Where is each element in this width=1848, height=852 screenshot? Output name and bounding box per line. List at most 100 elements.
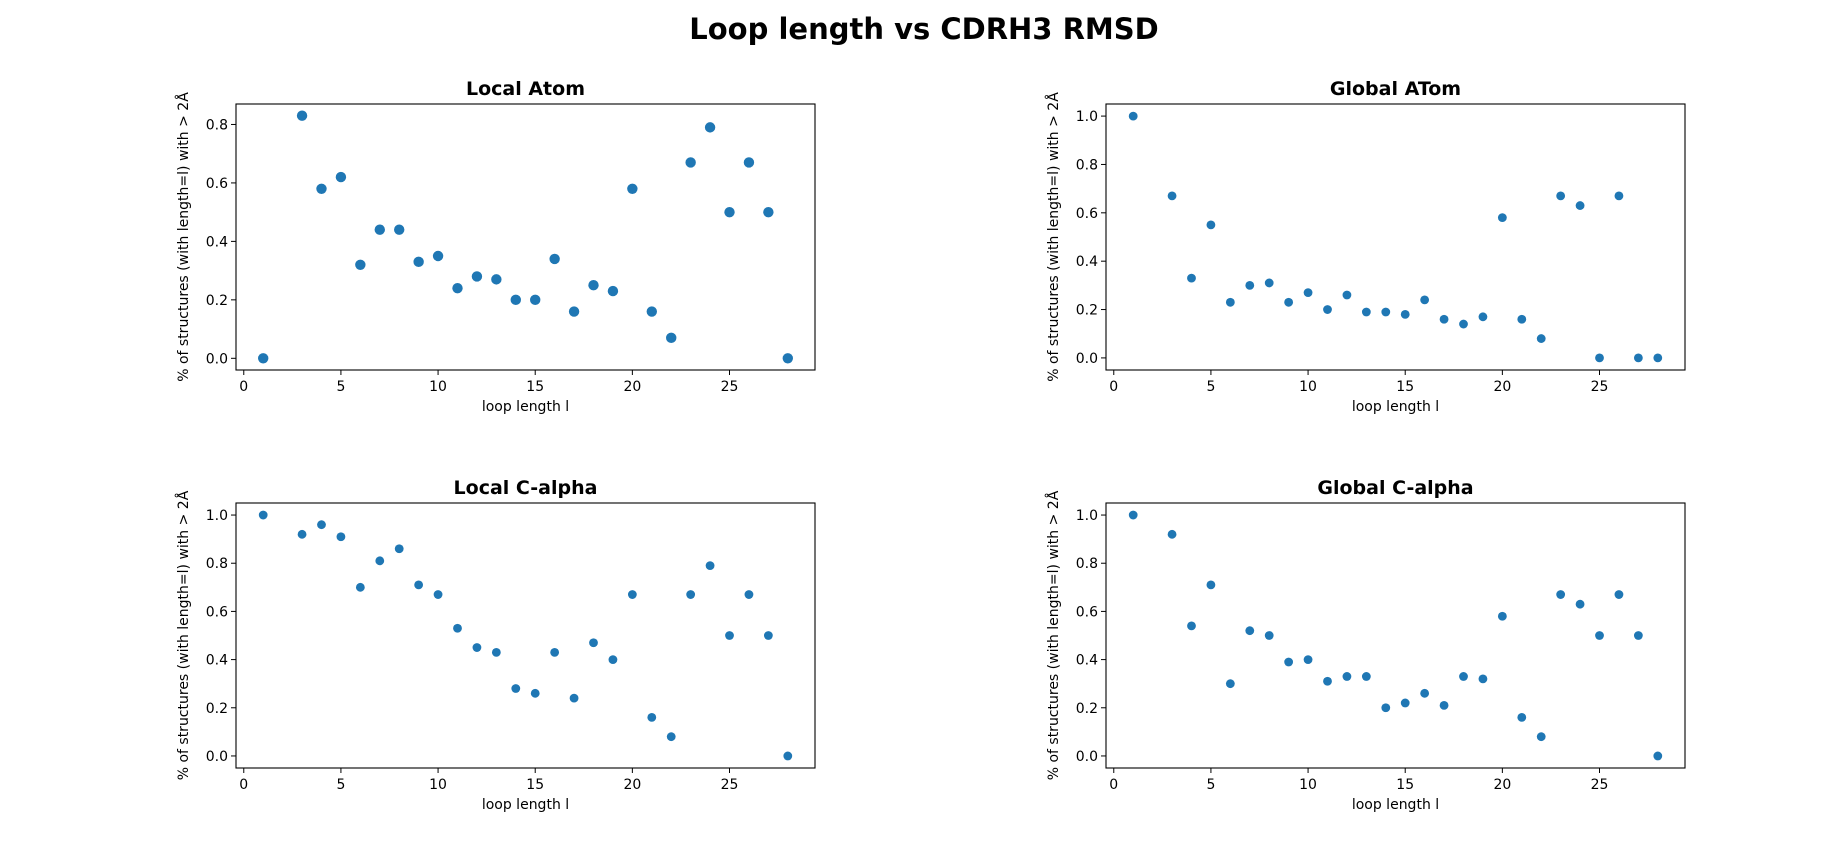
x-tick-label: 10	[429, 379, 447, 395]
subplot-local-c-alpha: Local C-alpha 0 5 10 15 20 25 0.0 0.2 0.4 0.6 0.8 1.…	[175, 477, 816, 813]
data-point	[569, 693, 579, 703]
data-point	[666, 332, 677, 344]
data-point	[433, 590, 443, 599]
data-point	[608, 655, 618, 664]
data-point	[1400, 309, 1410, 319]
data-point	[1361, 307, 1371, 317]
data-point	[414, 580, 424, 590]
x-tick-label: 0	[239, 379, 248, 395]
y-tick-label: 0.4	[206, 653, 228, 669]
y-tick-label: 0.4	[1076, 653, 1098, 669]
plot-frame	[235, 103, 816, 371]
data-point	[1284, 657, 1294, 667]
y-tick-label: 0.8	[206, 117, 228, 133]
x-tick-label: 10	[1299, 379, 1317, 395]
data-point	[724, 206, 735, 218]
data-point	[1323, 305, 1332, 314]
y-tick-label: 0.8	[1076, 157, 1098, 173]
data-point	[1478, 674, 1488, 684]
y-tick-label: 0.0	[1076, 749, 1098, 765]
x-tick-label: 25	[721, 379, 739, 395]
data-point	[1497, 213, 1507, 223]
data-point	[1128, 510, 1138, 520]
x-tick-label: 20	[1493, 379, 1511, 395]
data-point	[1536, 334, 1546, 343]
x-tick-label: 20	[1493, 777, 1511, 793]
data-point	[1323, 676, 1332, 686]
data-point	[783, 751, 793, 761]
data-point	[1459, 319, 1468, 329]
data-point	[1497, 611, 1507, 621]
data-point	[1342, 672, 1352, 681]
data-point	[550, 647, 560, 657]
data-point	[1342, 290, 1352, 300]
y-tick-label: 1.0	[1076, 109, 1098, 125]
subplot-grid: Local Atom 0 5 10 15 20 25 0.0 0.2 0.4 0.6 0.8 loop …	[175, 78, 1686, 813]
data-point	[1187, 621, 1196, 631]
subplot-title: Global C-alpha	[1317, 477, 1473, 499]
y-axis-label: % of structures (with length=l) with > 2…	[1045, 92, 1062, 382]
x-tick-label: 5	[336, 777, 345, 793]
data-point	[355, 582, 365, 592]
data-point	[607, 285, 619, 297]
y-axis-label: % of structures (with length=l) with > 2…	[1045, 490, 1062, 780]
y-tick-label: 0.8	[206, 556, 228, 572]
data-point	[316, 183, 327, 194]
data-point	[530, 294, 541, 306]
data-point	[1439, 700, 1449, 710]
data-point	[317, 520, 326, 530]
data-point	[744, 590, 754, 599]
plot-frame	[235, 502, 816, 769]
plot-frame	[1105, 103, 1686, 371]
data-point	[1633, 353, 1643, 363]
scatter-series	[258, 510, 793, 761]
y-tick-label: 0.0	[206, 351, 228, 367]
data-point	[413, 256, 424, 268]
x-tick-label: 15	[526, 777, 544, 793]
data-point	[297, 529, 307, 539]
data-point	[1595, 353, 1604, 363]
subplot-local-atom: Local Atom 0 5 10 15 20 25 0.0 0.2 0.4 0.6 0.8 loop …	[175, 78, 816, 415]
subplot-title: Local Atom	[466, 78, 585, 100]
data-point	[549, 253, 560, 265]
y-tick-label: 0.4	[1076, 254, 1098, 270]
data-point	[1478, 312, 1488, 322]
data-point	[1361, 672, 1371, 681]
y-tick-label: 0.2	[206, 293, 228, 309]
x-tick-label: 25	[721, 777, 739, 793]
data-point	[646, 306, 657, 317]
data-point	[763, 206, 774, 218]
data-point	[589, 638, 598, 648]
scatter-series	[1128, 510, 1663, 761]
data-point	[763, 631, 773, 640]
data-point	[394, 224, 405, 235]
scatter-series	[1128, 111, 1663, 363]
x-tick-label: 15	[526, 379, 544, 395]
data-point	[1633, 631, 1643, 640]
scatter-series	[258, 110, 793, 364]
y-tick-label: 0.4	[206, 234, 228, 250]
data-point	[1536, 732, 1546, 742]
data-point	[1459, 672, 1468, 681]
x-tick-label: 5	[1206, 777, 1215, 793]
data-point	[1225, 679, 1235, 689]
data-point	[1439, 314, 1449, 324]
x-tick-label: 15	[1396, 777, 1414, 793]
data-point	[1381, 307, 1391, 317]
data-point	[258, 353, 269, 364]
data-point	[1303, 288, 1313, 298]
data-point	[588, 280, 599, 291]
data-point	[725, 631, 734, 640]
data-point	[432, 250, 444, 262]
y-tick-label: 1.0	[1076, 508, 1098, 524]
x-axis-label: loop length l	[482, 399, 569, 415]
x-tick-label: 0	[1109, 777, 1118, 793]
data-point	[258, 510, 268, 520]
x-axis-label: loop length l	[482, 797, 569, 813]
data-point	[1614, 191, 1624, 201]
subplot-title: Local C-alpha	[454, 477, 598, 499]
data-point	[1187, 273, 1196, 283]
data-point	[355, 259, 366, 270]
data-point	[471, 271, 483, 282]
